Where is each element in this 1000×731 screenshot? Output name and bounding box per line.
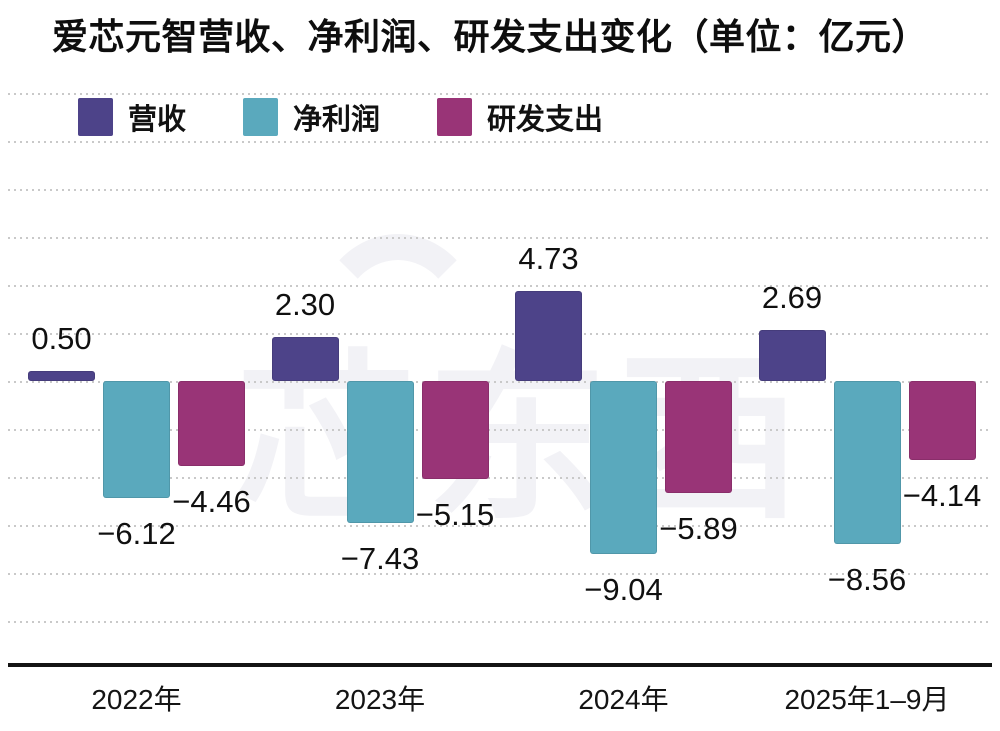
gridline — [8, 381, 992, 383]
legend: 营收 净利润 研发支出 — [78, 96, 660, 138]
legend-label-rd-spend: 研发支出 — [487, 104, 604, 136]
bar-net-profit-0 — [103, 381, 170, 498]
legend-item-net-profit: 净利润 — [243, 96, 380, 138]
gridline — [8, 333, 992, 335]
x-axis-line — [8, 663, 992, 667]
value-label-revenue-2: 4.73 — [518, 240, 579, 276]
bar-revenue-0 — [28, 371, 95, 381]
value-label-net-profit-2: −9.04 — [584, 571, 663, 607]
legend-label-net-profit: 净利润 — [293, 104, 381, 136]
bar-net-profit-1 — [346, 381, 414, 523]
bar-rd-spend-2 — [665, 381, 732, 494]
value-label-revenue-0: 0.50 — [31, 321, 92, 357]
value-label-net-profit-0: −6.12 — [97, 515, 176, 551]
legend-item-rd-spend: 研发支出 — [437, 96, 603, 138]
legend-label-revenue: 营收 — [128, 104, 187, 136]
legend-swatch-net-profit-icon — [243, 98, 279, 136]
x-axis-label-2: 2024年 — [578, 684, 669, 715]
gridline — [8, 189, 992, 191]
x-axis-label-1: 2023年 — [334, 684, 426, 715]
gridline — [8, 93, 992, 95]
x-axis-label-3: 2025年1–9月 — [784, 684, 950, 715]
value-label-revenue-1: 2.30 — [274, 287, 336, 323]
page-title: 爱芯元智营收、净利润、研发支出变化（单位：亿元） — [52, 16, 929, 57]
gridline — [8, 429, 992, 431]
bar-revenue-1 — [271, 337, 339, 381]
gridline — [8, 573, 992, 575]
x-axis-label-0: 2022年 — [91, 684, 182, 715]
bar-rd-spend-3 — [908, 381, 976, 461]
gridline — [8, 525, 992, 527]
gridline — [8, 477, 992, 479]
gridline — [8, 141, 992, 143]
bar-net-profit-3 — [833, 381, 901, 545]
gridline — [8, 285, 992, 287]
value-label-rd-spend-3: −4.14 — [902, 478, 982, 514]
bar-revenue-2 — [515, 290, 582, 381]
legend-swatch-rd-spend-icon — [437, 98, 473, 136]
value-label-net-profit-1: −7.43 — [340, 540, 420, 576]
gridline — [8, 237, 992, 239]
bar-rd-spend-1 — [421, 381, 489, 480]
gridline — [8, 621, 992, 623]
value-label-net-profit-3: −8.56 — [827, 562, 907, 598]
legend-item-revenue: 营收 — [78, 96, 186, 138]
legend-swatch-revenue-icon — [78, 98, 113, 136]
bar-revenue-3 — [758, 329, 826, 381]
value-label-rd-spend-2: −5.89 — [659, 511, 738, 547]
value-label-rd-spend-0: −4.46 — [172, 484, 251, 520]
value-label-revenue-3: 2.69 — [761, 279, 823, 315]
value-label-rd-spend-1: −5.15 — [415, 497, 495, 533]
bar-rd-spend-0 — [178, 381, 245, 467]
bar-net-profit-2 — [590, 381, 657, 554]
